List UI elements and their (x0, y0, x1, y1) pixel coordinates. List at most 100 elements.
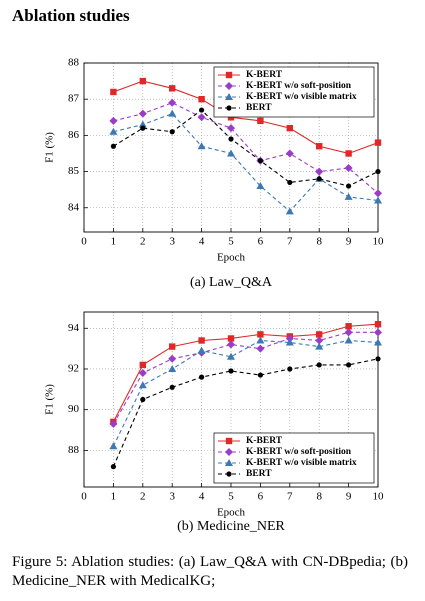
marker (168, 109, 177, 117)
marker (257, 331, 264, 338)
y-tick-label: 88 (68, 444, 80, 456)
subfigure-title: (b) Medicine_NER (177, 519, 285, 534)
plot-frame (83, 311, 379, 488)
marker (198, 337, 205, 344)
x-tick-label: 0 (81, 491, 87, 503)
marker (109, 419, 118, 428)
x-tick-label: 2 (140, 236, 146, 248)
plot-frame (83, 62, 379, 233)
marker (199, 374, 205, 380)
y-tick-label: 90 (68, 403, 80, 415)
marker (257, 117, 264, 125)
y-axis-label: F1 (%) (44, 132, 56, 163)
x-tick-label: 5 (228, 236, 234, 248)
marker (346, 183, 352, 189)
series-line (113, 102, 378, 194)
marker (287, 366, 293, 372)
marker (344, 163, 353, 172)
marker (316, 143, 323, 150)
marker (286, 124, 293, 132)
legend-label: K-BERT (246, 70, 283, 80)
marker (197, 113, 206, 122)
x-tick-label: 2 (140, 491, 146, 503)
marker (374, 321, 382, 328)
marker (109, 127, 118, 135)
marker (256, 344, 265, 353)
marker (315, 342, 324, 350)
x-tick-label: 4 (199, 491, 205, 503)
x-tick-label: 4 (199, 236, 205, 248)
x-tick-label: 7 (287, 491, 293, 503)
x-tick-label: 3 (169, 491, 175, 503)
marker (256, 182, 265, 190)
marker (228, 368, 234, 374)
legend-marker (226, 471, 232, 477)
marker (168, 364, 177, 372)
y-tick-label: 87 (68, 93, 80, 105)
series-line (113, 109, 378, 187)
figure-caption: Figure 5: Ablation studies: (a) Law_Q&A … (12, 554, 408, 589)
y-tick-label: 92 (68, 363, 79, 375)
legend-marker (225, 71, 233, 79)
marker (110, 143, 116, 149)
x-tick-label: 10 (373, 491, 385, 503)
marker (375, 168, 381, 175)
marker (285, 338, 294, 346)
marker (169, 85, 176, 92)
marker (316, 362, 322, 368)
marker (140, 396, 146, 403)
marker (345, 150, 352, 157)
legend-box (213, 432, 375, 484)
marker (287, 179, 293, 186)
heading: Ablation studies (12, 6, 130, 25)
legend-label: BERT (246, 469, 272, 479)
y-tick-label: 84 (68, 201, 80, 213)
marker (138, 369, 147, 378)
marker (199, 107, 205, 113)
y-tick-label: 85 (68, 165, 80, 177)
x-tick-label: 6 (258, 236, 264, 248)
marker (315, 336, 324, 345)
marker (285, 334, 294, 343)
legend-label: K-BERT w/o visible matrix (246, 92, 357, 102)
marker (374, 189, 382, 198)
marker (228, 136, 234, 142)
legend-label: K-BERT w/o soft-position (246, 447, 352, 457)
y-tick-label: 88 (68, 57, 80, 69)
x-tick-label: 10 (373, 236, 385, 248)
marker (110, 464, 116, 470)
marker (140, 125, 146, 131)
marker (375, 356, 381, 362)
marker (168, 98, 177, 107)
marker (256, 336, 265, 344)
legend-marker (225, 437, 233, 445)
marker (138, 381, 147, 389)
marker (374, 196, 382, 204)
marker (227, 149, 235, 157)
x-tick-label: 9 (346, 491, 352, 503)
marker (198, 95, 205, 103)
marker (257, 158, 263, 164)
x-tick-label: 0 (81, 236, 87, 248)
legend-marker (225, 82, 233, 90)
marker (345, 323, 352, 330)
subfigure-title: (a) Law_Q&A (190, 275, 273, 290)
legend-box (213, 66, 375, 118)
series-line (112, 331, 378, 425)
series-line (113, 113, 378, 213)
marker (138, 120, 147, 128)
marker (374, 338, 382, 346)
marker (285, 207, 294, 215)
x-axis-label: Epoch (217, 507, 246, 519)
marker (138, 109, 147, 118)
marker (169, 384, 175, 390)
legend-marker (225, 459, 233, 466)
legend-label: K-BERT w/o visible matrix (246, 458, 357, 468)
marker (139, 361, 146, 369)
marker (227, 335, 235, 342)
marker (374, 139, 382, 146)
legend-label: BERT (246, 103, 272, 113)
legend-label: K-BERT w/o soft-position (246, 81, 352, 91)
marker (344, 328, 353, 337)
